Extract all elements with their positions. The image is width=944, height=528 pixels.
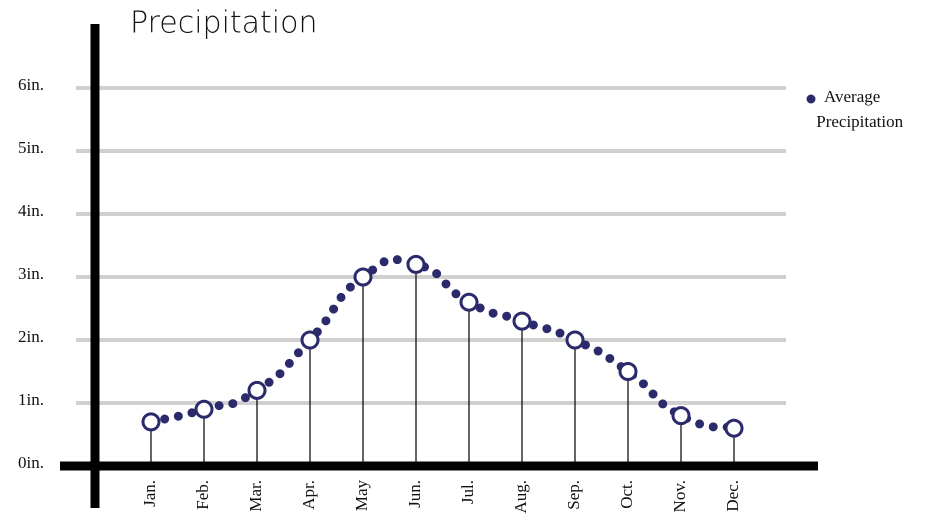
point	[406, 254, 426, 274]
x-tick-label: Apr.	[299, 480, 318, 510]
y-tick-label: 1in.	[18, 390, 44, 409]
y-tick-label: 2in.	[18, 327, 44, 346]
x-tick-label: Jul.	[458, 480, 477, 504]
point	[618, 362, 638, 381]
y-tick-label: 0in.	[18, 453, 44, 472]
point	[671, 406, 691, 426]
x-tick-label: Aug.	[511, 480, 530, 514]
x-tick-label: Sep.	[564, 480, 583, 510]
point	[353, 267, 373, 287]
point	[565, 330, 585, 350]
point	[141, 412, 161, 432]
legend-word: Average	[824, 87, 880, 106]
x-tick-label: Jan.	[140, 480, 159, 507]
point	[459, 292, 479, 312]
x-tick-label: Jun.	[405, 480, 424, 508]
x-tick-label: Nov.	[670, 480, 689, 512]
y-tick-label: 6in.	[18, 75, 44, 94]
x-tick-label: Dec.	[723, 480, 742, 512]
legend-word: Precipitation	[812, 112, 904, 131]
legend-label: Average Precipitation	[812, 87, 904, 131]
y-tick-label: 4in.	[18, 201, 44, 220]
legend-marker	[806, 94, 816, 104]
point	[194, 399, 214, 419]
point	[247, 380, 267, 400]
point	[300, 330, 320, 350]
x-tick-label: Mar.	[246, 480, 265, 512]
x-tick-label: Oct.	[617, 480, 636, 509]
point	[724, 418, 744, 438]
x-tick-label: Feb.	[193, 480, 212, 510]
chart-title: Precipitation	[130, 6, 318, 41]
x-tick-label: May	[352, 480, 371, 512]
point	[512, 311, 532, 331]
y-tick-label: 5in.	[18, 138, 44, 157]
y-tick-label: 3in.	[18, 264, 44, 283]
